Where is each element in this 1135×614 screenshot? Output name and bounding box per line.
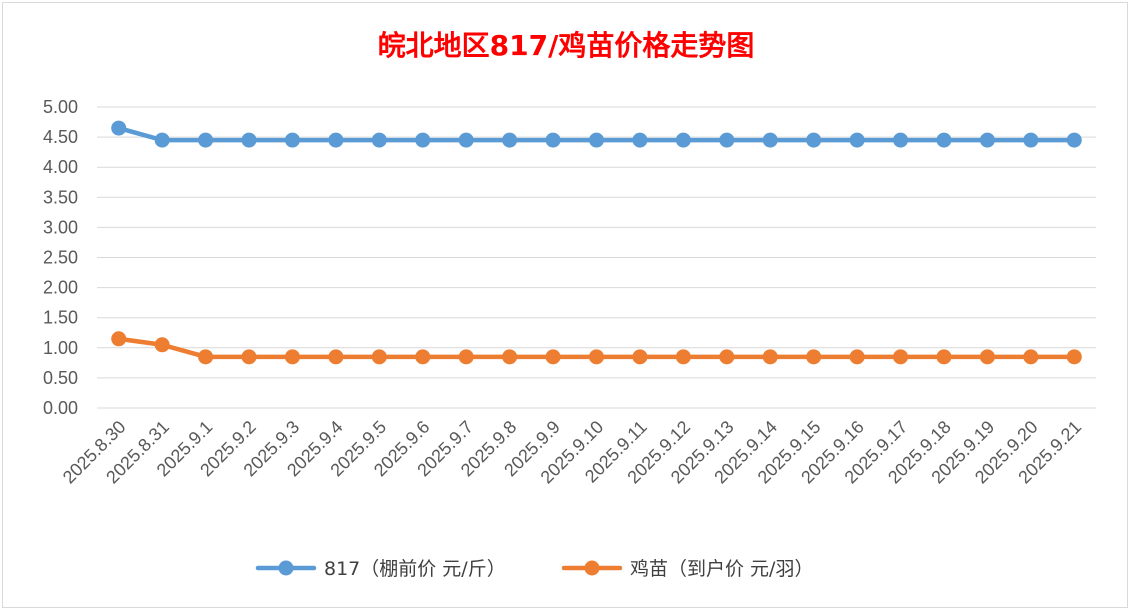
data-point — [458, 132, 474, 148]
data-point — [241, 132, 257, 148]
y-axis-ticks: 0.00 0.50 1.00 1.50 2.00 2.50 3.00 3.50 4.00 4.50… — [43, 97, 78, 418]
data-point — [284, 349, 300, 365]
data-point — [632, 349, 648, 365]
data-point — [893, 132, 909, 148]
data-point — [1023, 132, 1039, 148]
y-tick-label: 1.00 — [43, 338, 78, 358]
data-point — [111, 331, 127, 347]
data-point — [502, 349, 518, 365]
chart-title: 皖北地区817/鸡苗价格走势图 — [378, 29, 755, 62]
data-point — [806, 132, 822, 148]
data-point — [719, 132, 735, 148]
data-point — [589, 349, 604, 365]
x-axis-ticks: 2025.8.302025.8.312025.9.12025.9.22025.9… — [59, 417, 1085, 488]
data-point — [762, 132, 778, 148]
chart-frame — [2, 2, 1128, 608]
data-point — [415, 349, 431, 365]
data-point — [979, 132, 995, 148]
data-point — [762, 349, 778, 365]
y-tick-label: 1.50 — [43, 308, 78, 328]
legend-label: 817（棚前价 元/斤） — [324, 558, 506, 580]
data-point — [371, 349, 387, 365]
legend-item: 817（棚前价 元/斤） — [255, 558, 506, 580]
data-point — [502, 132, 518, 148]
data-point — [589, 132, 604, 148]
y-tick-label: 4.50 — [43, 127, 78, 147]
data-point — [936, 349, 952, 365]
data-point — [979, 349, 995, 365]
y-tick-label: 2.00 — [43, 278, 78, 298]
series-1 — [111, 120, 1082, 148]
y-tick-label: 4.00 — [43, 157, 78, 177]
y-tick-label: 0.50 — [43, 368, 78, 388]
data-point — [328, 132, 344, 148]
legend-marker — [278, 560, 294, 576]
data-point — [111, 120, 127, 136]
legend-label: 鸡苗（到户价 元/羽） — [630, 558, 813, 580]
data-point — [806, 349, 822, 365]
data-point — [545, 349, 561, 365]
data-point — [415, 132, 431, 148]
data-point — [328, 349, 344, 365]
legend-item: 鸡苗（到户价 元/羽） — [561, 558, 813, 580]
data-point — [458, 349, 474, 365]
data-point — [936, 132, 952, 148]
data-point — [545, 132, 561, 148]
data-point — [371, 132, 387, 148]
data-point — [241, 349, 257, 365]
data-point — [632, 132, 648, 148]
y-tick-label: 3.00 — [43, 217, 78, 237]
series-layer — [111, 120, 1082, 365]
data-point — [675, 132, 691, 148]
data-point — [849, 349, 865, 365]
data-point — [1066, 349, 1082, 365]
data-point — [198, 132, 214, 148]
y-tick-label: 3.50 — [43, 187, 78, 207]
data-point — [1066, 132, 1082, 148]
data-point — [284, 132, 300, 148]
y-tick-label: 2.50 — [43, 248, 78, 268]
data-point — [1023, 349, 1039, 365]
series-2 — [111, 331, 1082, 365]
legend: 817（棚前价 元/斤） 鸡苗（到户价 元/羽） — [255, 558, 813, 580]
data-point — [198, 349, 214, 365]
y-tick-label: 5.00 — [43, 97, 78, 117]
data-point — [154, 132, 170, 148]
data-point — [849, 132, 865, 148]
data-point — [719, 349, 735, 365]
y-tick-label: 0.00 — [43, 398, 78, 418]
data-point — [154, 337, 170, 353]
data-point — [893, 349, 909, 365]
legend-marker — [584, 560, 600, 576]
data-point — [675, 349, 691, 365]
